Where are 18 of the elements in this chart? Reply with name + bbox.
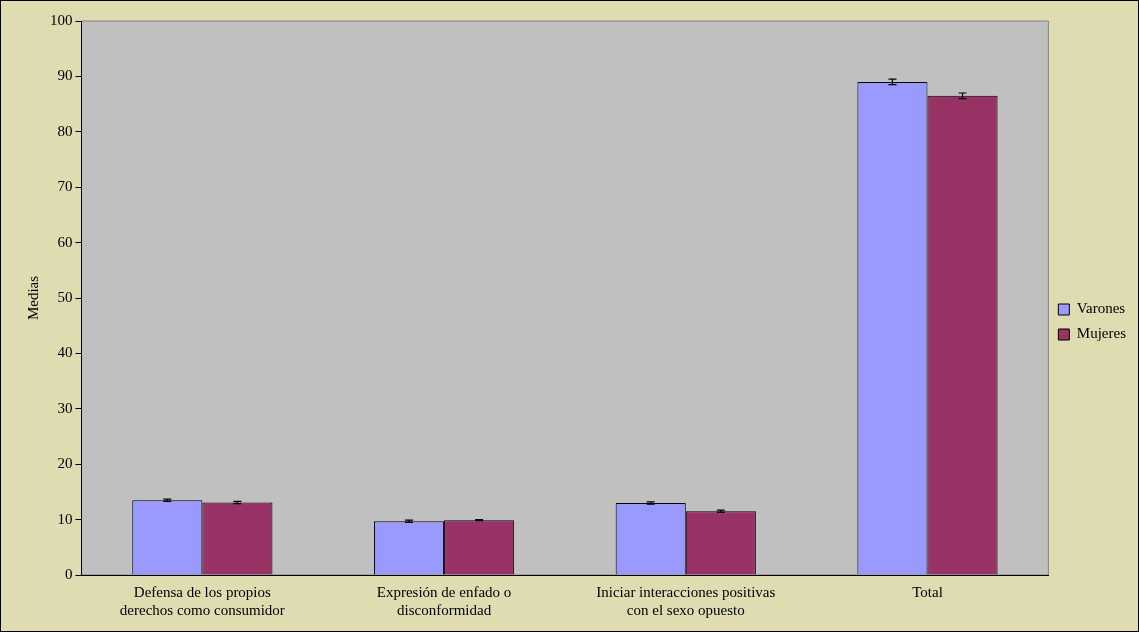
- x-tick-label: Expresión de enfado o disconformidad: [376, 583, 512, 618]
- y-tick-label: 30: [57, 399, 73, 416]
- y-axis-title: Medias: [24, 275, 41, 321]
- x-tick-label: Defensa de los propios derechos como consumidor: [119, 583, 285, 618]
- legend-label: Varones: [1076, 300, 1126, 317]
- y-tick-label: 70: [57, 178, 73, 195]
- y-tick-label: 40: [57, 344, 73, 361]
- y-tick-label: 0: [65, 565, 73, 582]
- x-tick-label: Total: [912, 583, 943, 600]
- y-tick-label: 80: [57, 122, 73, 139]
- y-tick-label: 90: [57, 67, 73, 84]
- x-tick-label: Iniciar interacciones positivas con el sexo opuesto: [596, 583, 776, 618]
- y-tick-label: 100: [50, 11, 73, 28]
- y-tick-label: 20: [57, 455, 73, 472]
- y-tick-label: 50: [57, 288, 73, 305]
- legend-label: Mujeres: [1076, 325, 1127, 342]
- y-tick-label: 10: [57, 510, 73, 527]
- y-tick-label: 60: [57, 233, 73, 250]
